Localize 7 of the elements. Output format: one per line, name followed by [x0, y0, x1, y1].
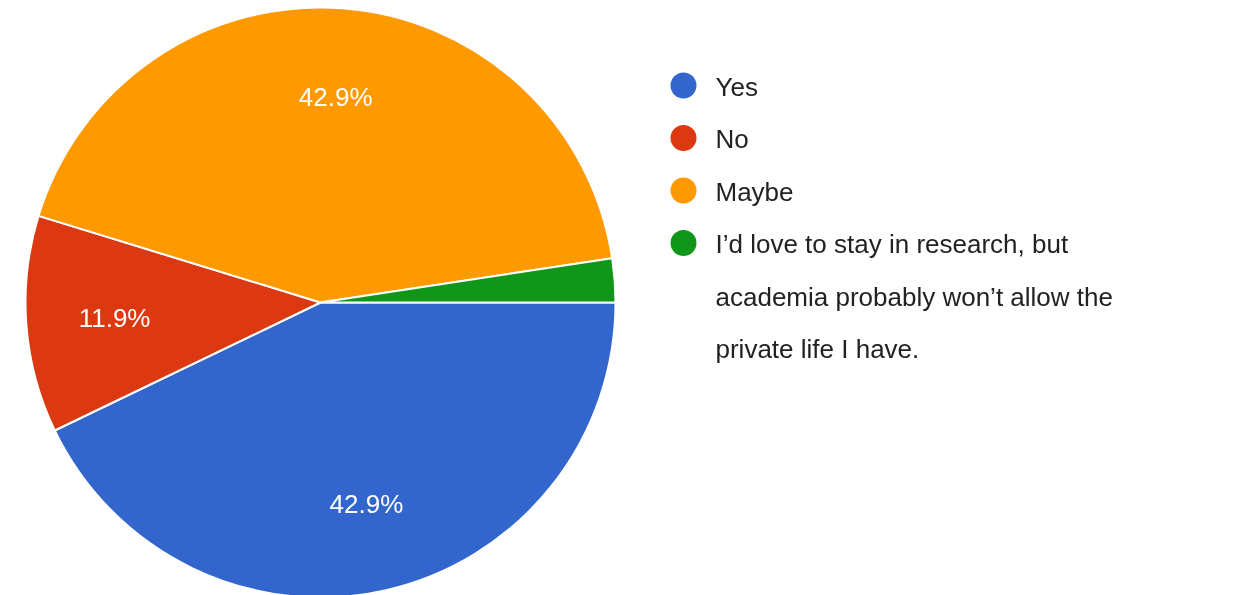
data-label: 42.9%: [298, 81, 373, 112]
legend-label: Maybe: [715, 176, 794, 207]
legend-label: No: [715, 124, 749, 154]
data-label: 42.9%: [329, 488, 404, 519]
data-label: 11.9%: [78, 303, 151, 334]
legend-label: I’d love to stay in research, but academia probably won’t allow the private life I have.: [715, 229, 1113, 364]
legend-label: Yes: [715, 71, 758, 102]
